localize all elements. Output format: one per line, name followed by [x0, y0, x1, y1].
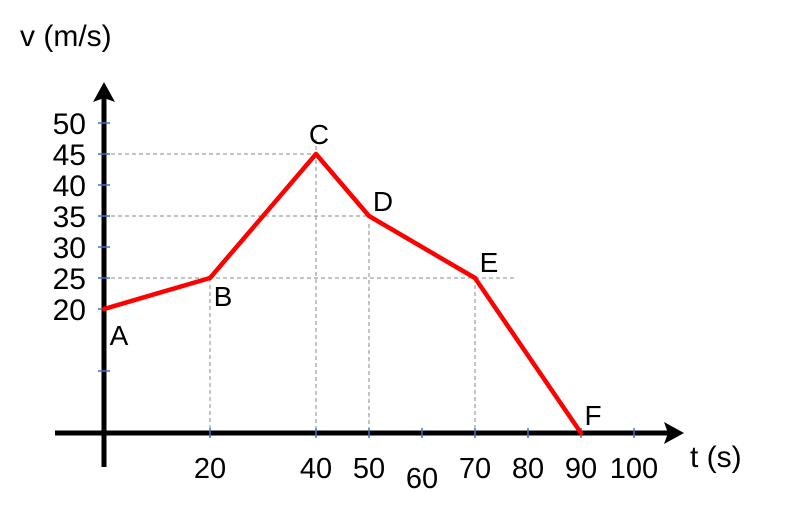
x-axis-arrow: [664, 422, 684, 444]
point-label-C: C: [309, 119, 329, 150]
x-tick-label-100: 100: [610, 453, 658, 485]
point-B: [207, 275, 213, 281]
y-axis-arrow: [93, 82, 115, 102]
x-tick-label-80: 80: [512, 453, 544, 485]
x-tick-label-90: 90: [565, 453, 597, 485]
x-tick-label-70: 70: [459, 453, 491, 485]
x-tick-label-60: 60: [406, 463, 438, 495]
series-line: [101, 151, 584, 436]
y-tick-label-20: 20: [53, 294, 86, 327]
x-axis-title: t (s): [690, 441, 742, 474]
point-F: [578, 430, 584, 436]
axes: [55, 82, 684, 467]
point-label-B: B: [214, 281, 233, 312]
point-label-E: E: [480, 247, 499, 278]
point-D: [366, 213, 372, 219]
y-tick-label-45: 45: [53, 139, 86, 172]
y-tick-label-30: 30: [53, 232, 86, 265]
point-label-D: D: [373, 186, 393, 217]
y-axis-title: v (m/s): [20, 20, 112, 53]
point-label-A: A: [110, 320, 129, 351]
x-tick-label-20: 20: [194, 453, 226, 485]
x-tick-label-50: 50: [353, 453, 385, 485]
point-C: [313, 151, 319, 157]
series-path: [103, 151, 583, 435]
y-tick-label-35: 35: [53, 201, 86, 234]
tick-marks: [98, 122, 635, 438]
y-tick-label-25: 25: [53, 263, 86, 296]
x-tick-label-40: 40: [300, 453, 332, 485]
y-tick-label-40: 40: [53, 170, 86, 203]
y-tick-label-50: 50: [53, 108, 86, 141]
guide-lines: [104, 139, 515, 433]
point-A: [101, 306, 107, 312]
point-labels: A B C D E F: [110, 119, 602, 431]
point-E: [472, 275, 478, 281]
point-label-F: F: [584, 400, 601, 431]
